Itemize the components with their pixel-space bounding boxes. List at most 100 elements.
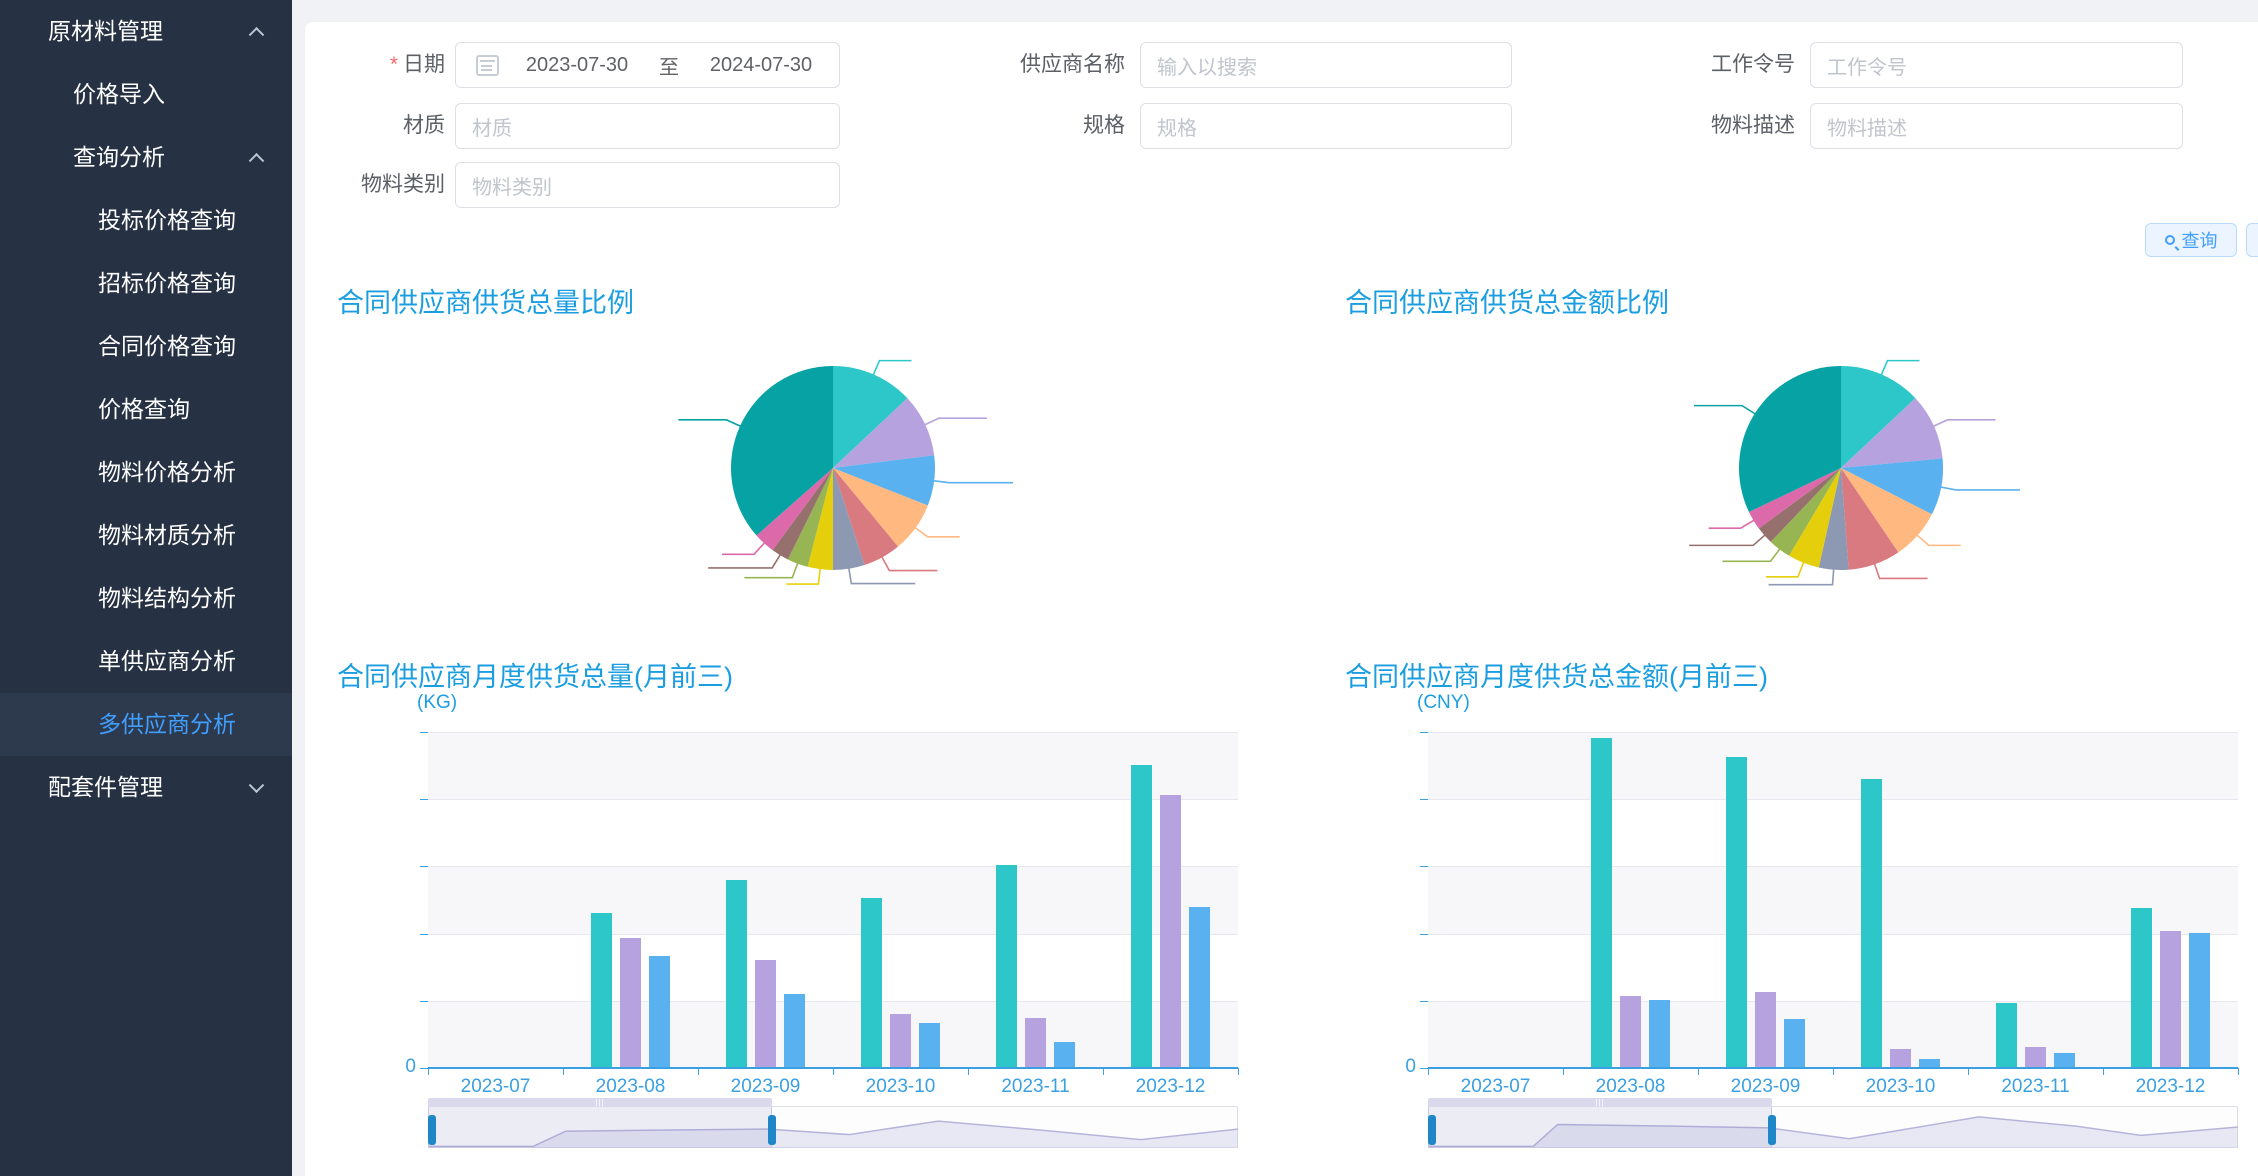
pie-slice-10 <box>731 366 833 536</box>
sidebar-item-10[interactable]: 单供应商分析 <box>0 630 292 693</box>
sidebar-item-4[interactable]: 招标价格查询 <box>0 252 292 315</box>
sidebar-item-8[interactable]: 物料材质分析 <box>0 504 292 567</box>
datazoom-right-handle[interactable] <box>1768 1115 1777 1145</box>
bar-series2-2023-12 <box>2189 932 2210 1068</box>
pie2-title: 合同供应商供货总金额比例 <box>1345 288 1669 318</box>
bar-chart-1: 2023-07 2023-08 2023-09 2023-10 2023-11 2023-… <box>1405 732 2239 1097</box>
pie-label-line-10 <box>678 419 744 429</box>
x-axis-tick <box>1428 1068 1429 1075</box>
sidebar-item-2[interactable]: 查询分析 <box>0 126 292 189</box>
pie-slice-0 <box>833 366 908 468</box>
sidebar-item-5[interactable]: 合同价格查询 <box>0 315 292 378</box>
x-axis-tick <box>1563 1068 1564 1075</box>
pie-label-line-6 <box>1765 559 1806 578</box>
date-start-value[interactable]: 2023-07-30 <box>525 53 629 76</box>
work-order-input[interactable]: 工作令号 <box>1810 42 2183 88</box>
sidebar-item-11[interactable]: 多供应商分析 <box>0 693 292 756</box>
sidebar-item-label: 投标价格查询 <box>98 207 236 233</box>
date-range-input[interactable]: 2023-07-30 至 2024-07-30 <box>455 42 840 88</box>
datazoom-left-handle[interactable] <box>428 1115 436 1145</box>
chevron-down-icon <box>248 776 265 793</box>
sidebar-item-9[interactable]: 物料结构分析 <box>0 567 292 630</box>
material-label: 材质 <box>403 114 445 137</box>
bar2-unit: (CNY) <box>1417 692 1470 713</box>
x-axis-label: 2023-09 <box>730 1076 801 1097</box>
search-icon <box>2164 235 2175 245</box>
grid-band <box>428 866 1238 934</box>
pie-slice-9 <box>1748 468 1841 529</box>
y-axis-tick <box>420 732 428 733</box>
datazoom-selection-strip[interactable]: ||| <box>1428 1098 1773 1107</box>
x-axis-label: 2023-12 <box>1135 1076 1206 1097</box>
x-axis-tick <box>1698 1068 1699 1075</box>
pie-slice-2 <box>833 455 935 506</box>
datazoom-preview <box>1428 1116 2238 1148</box>
sidebar-item-label: 查询分析 <box>73 144 165 170</box>
y-axis-zero-label: 0 <box>1405 1056 1416 1077</box>
sidebar-item-0[interactable]: 原材料管理 <box>0 0 292 63</box>
datazoom-preview <box>428 1120 1238 1148</box>
datazoom-selection[interactable] <box>428 1106 773 1148</box>
supplier-input[interactable]: 输入以搜索 <box>1140 42 1512 88</box>
pie-slice-9 <box>756 468 833 551</box>
pie-slice-1 <box>1841 398 1943 468</box>
datazoom-left-handle[interactable] <box>1428 1115 1436 1145</box>
sidebar-item-3[interactable]: 投标价格查询 <box>0 189 292 252</box>
date-end-value[interactable]: 2024-07-30 <box>709 53 813 76</box>
pie-slice-1 <box>833 398 935 468</box>
pie-label-line-5 <box>1768 566 1835 586</box>
supplier-label: 供应商名称 <box>1020 53 1125 76</box>
spec-input[interactable]: 规格 <box>1140 103 1512 149</box>
bar-series0-2023-09 <box>1726 756 1747 1068</box>
pie-slice-10 <box>1739 366 1841 513</box>
gridline <box>1428 1000 2238 1002</box>
material-input[interactable]: 材质 <box>455 103 840 149</box>
bar-series2-2023-09 <box>784 993 805 1068</box>
reset-button-clipped[interactable] <box>2246 223 2258 257</box>
pie-label-line-5 <box>847 565 916 585</box>
app-sidebar: 原材料管理 价格导入查询分析投标价格查询招标价格查询合同价格查询价格查询 物料价格分… <box>0 0 292 1176</box>
y-axis-tick <box>420 933 428 935</box>
pie-label-line-6 <box>786 566 822 585</box>
y-axis-tick <box>1420 799 1428 801</box>
sidebar-item-label: 合同价格查询 <box>98 333 236 359</box>
material-category-input[interactable]: 物料类别 <box>455 162 840 208</box>
bar-series1-2023-10 <box>890 1013 911 1068</box>
pie-label-line-8 <box>1689 532 1768 547</box>
x-axis-tick <box>1238 1068 1239 1075</box>
sidebar-item-6[interactable]: 价格查询 <box>0 378 292 441</box>
x-axis-label: 2023-07 <box>460 1076 531 1097</box>
bar-series2-2023-11 <box>1054 1042 1075 1068</box>
datazoom-right-handle[interactable] <box>768 1115 777 1145</box>
pie-slice-0 <box>1841 366 1916 468</box>
datazoom-selection-strip[interactable]: ||| <box>428 1098 773 1107</box>
pie-label-line-1 <box>1930 419 1996 429</box>
datazoom-track[interactable] <box>1428 1106 2238 1148</box>
sidebar-item-7[interactable]: 物料价格分析 <box>0 441 292 504</box>
pie-label-line-4 <box>879 554 938 572</box>
pie-slice-7 <box>787 468 833 567</box>
datazoom-preview-line <box>428 1120 1238 1148</box>
sidebar-item-1[interactable]: 价格导入 <box>0 63 292 126</box>
material-category-label: 物料类别 <box>361 173 445 196</box>
y-axis-tick <box>1420 1000 1428 1002</box>
datazoom-selection[interactable] <box>1428 1106 1773 1148</box>
x-axis-label: 2023-07 <box>1460 1076 1531 1097</box>
material-desc-input[interactable]: 物料描述 <box>1810 103 2183 149</box>
bar1-unit: (KG) <box>417 692 458 713</box>
datazoom-track[interactable] <box>428 1106 1238 1148</box>
bar-series1-2023-09 <box>1755 992 1776 1068</box>
datazoom-slider-0[interactable]: ||| <box>428 1098 1238 1148</box>
x-axis-tick <box>968 1068 969 1075</box>
work-order-placeholder: 工作令号 <box>1827 56 1907 79</box>
datazoom-slider-1[interactable]: ||| <box>1428 1098 2238 1148</box>
sidebar-item-12[interactable]: 配套件管理 <box>0 756 292 819</box>
y-axis-tick <box>420 1000 428 1002</box>
pie-slice-6 <box>807 468 833 570</box>
sidebar-item-label: 单供应商分析 <box>98 648 236 674</box>
bar-series0-2023-11 <box>996 865 1017 1068</box>
query-button[interactable]: 查询 <box>2145 223 2237 257</box>
pie-slice-5 <box>833 468 865 570</box>
x-axis-tick <box>428 1068 429 1075</box>
pie-label-line-9 <box>1708 518 1757 529</box>
